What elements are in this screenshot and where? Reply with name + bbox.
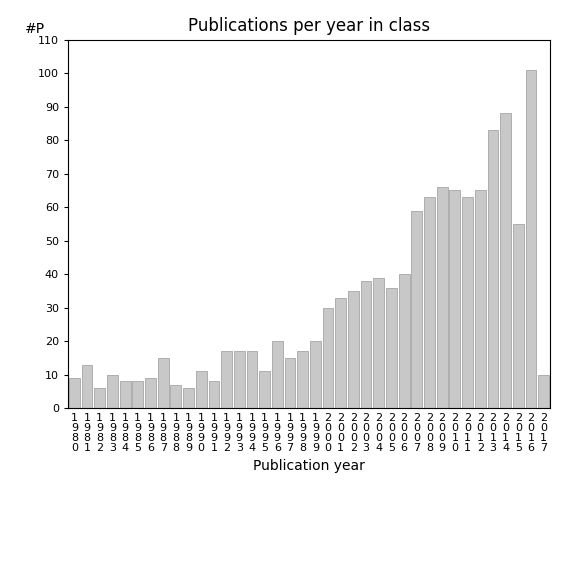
Bar (386, 287, 397, 408)
Bar (82, 365, 92, 408)
Bar (234, 352, 244, 408)
Bar (310, 341, 321, 408)
Bar (348, 291, 359, 408)
X-axis label: Publication year: Publication year (253, 459, 365, 473)
Bar (69, 378, 80, 408)
Bar (526, 70, 536, 408)
Bar (513, 224, 524, 408)
Bar (361, 281, 371, 408)
Bar (462, 197, 473, 408)
Bar (183, 388, 194, 408)
Bar (171, 385, 181, 408)
Bar (488, 130, 498, 408)
Bar (297, 352, 308, 408)
Bar (247, 352, 257, 408)
Bar (374, 278, 384, 408)
Bar (500, 113, 511, 408)
Bar (133, 382, 143, 408)
Bar (209, 382, 219, 408)
Bar (272, 341, 283, 408)
Bar (412, 210, 422, 408)
Bar (424, 197, 435, 408)
Bar (158, 358, 168, 408)
Bar (285, 358, 295, 408)
Bar (450, 191, 460, 408)
Bar (196, 371, 206, 408)
Bar (323, 308, 333, 408)
Bar (437, 187, 447, 408)
Bar (259, 371, 270, 408)
Bar (145, 378, 156, 408)
Bar (221, 352, 232, 408)
Bar (120, 382, 130, 408)
Bar (335, 298, 346, 408)
Bar (475, 191, 485, 408)
Bar (107, 375, 118, 408)
Title: Publications per year in class: Publications per year in class (188, 18, 430, 35)
Bar (399, 274, 409, 408)
Bar (538, 375, 549, 408)
Bar (94, 388, 105, 408)
Text: #P: #P (24, 22, 45, 36)
